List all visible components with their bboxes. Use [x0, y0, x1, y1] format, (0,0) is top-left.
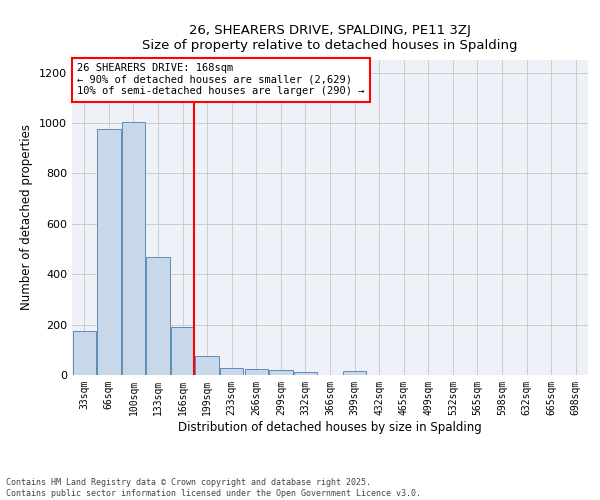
Bar [245, 370, 268, 375]
Y-axis label: Number of detached properties: Number of detached properties [20, 124, 34, 310]
Bar [146, 256, 170, 375]
Bar [122, 122, 145, 375]
Bar [196, 356, 219, 375]
Text: 26 SHEARERS DRIVE: 168sqm
← 90% of detached houses are smaller (2,629)
10% of se: 26 SHEARERS DRIVE: 168sqm ← 90% of detac… [77, 63, 365, 96]
X-axis label: Distribution of detached houses by size in Spalding: Distribution of detached houses by size … [178, 420, 482, 434]
Text: Contains HM Land Registry data © Crown copyright and database right 2025.
Contai: Contains HM Land Registry data © Crown c… [6, 478, 421, 498]
Bar [97, 130, 121, 375]
Bar [73, 331, 96, 375]
Bar [294, 372, 317, 375]
Bar [269, 370, 293, 375]
Bar [220, 368, 244, 375]
Bar [171, 327, 194, 375]
Title: 26, SHEARERS DRIVE, SPALDING, PE11 3ZJ
Size of property relative to detached hou: 26, SHEARERS DRIVE, SPALDING, PE11 3ZJ S… [142, 24, 518, 52]
Bar [343, 371, 366, 375]
